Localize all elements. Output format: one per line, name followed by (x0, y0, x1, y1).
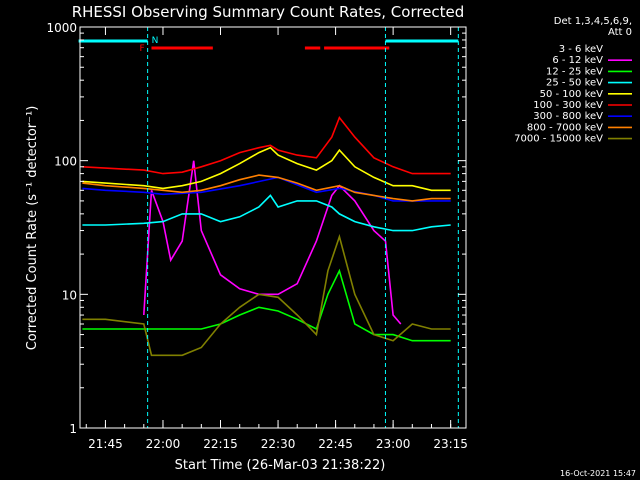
y-axis-label: Corrected Count Rate (s⁻¹ detector⁻¹) (25, 106, 40, 351)
legend-label-5: 100 - 300 keV (533, 100, 603, 111)
night-label: N (152, 36, 159, 46)
series-line-8 (82, 233, 451, 357)
legend-label-7: 800 - 7000 keV (527, 122, 603, 133)
chart-title: RHESSI Observing Summary Count Rates, Co… (72, 3, 465, 21)
y-tick-label-3: 1000 (46, 21, 77, 35)
axes-layer: 21:45 22:00 22:15 22:30 22:45 23:00 23:15 1 10 10… (46, 21, 468, 451)
y-tick-label-0: 1 (69, 422, 77, 436)
series-layer (82, 116, 451, 429)
x-tick-label-3: 22:30 (261, 437, 296, 451)
legend-label-3: 25 - 50 keV (546, 78, 603, 89)
series-line-7 (82, 174, 451, 202)
x-tick-label-4: 22:45 (318, 437, 353, 451)
x-tick-label-6: 23:15 (433, 437, 468, 451)
timestamp: 16-Oct-2021 15:47 (560, 469, 636, 478)
series-line-4 (82, 146, 451, 192)
flare-label: F (139, 44, 144, 54)
legend-header-1: Att 0 (608, 27, 632, 38)
x-axis-label: Start Time (26-Mar-03 21:38:22) (175, 458, 386, 473)
legend-label-6: 300 - 800 keV (533, 111, 603, 122)
y-tick-label-1: 10 (62, 288, 77, 302)
series-line-5 (82, 116, 451, 175)
annotation-layer: FN (78, 27, 459, 428)
series-line-0 (82, 172, 387, 429)
x-tick-label-5: 23:00 (376, 437, 411, 451)
series-line-3 (82, 194, 451, 232)
y-tick-label-2: 100 (54, 155, 77, 169)
x-tick-label-2: 22:15 (203, 437, 238, 451)
x-tick-label-0: 21:45 (88, 437, 123, 451)
legend-label-0: 3 - 6 keV (559, 44, 603, 55)
series-line-2 (82, 268, 451, 342)
legend-header-0: Det 1,3,4,5,6,9, (554, 16, 632, 27)
legend-label-4: 50 - 100 keV (540, 89, 604, 100)
legend-label-2: 12 - 25 keV (546, 66, 603, 77)
plot-frame (79, 26, 467, 429)
legend-label-8: 7000 - 15000 keV (514, 134, 603, 145)
legend-label-1: 6 - 12 keV (552, 55, 603, 66)
x-tick-label-1: 22:00 (146, 437, 181, 451)
